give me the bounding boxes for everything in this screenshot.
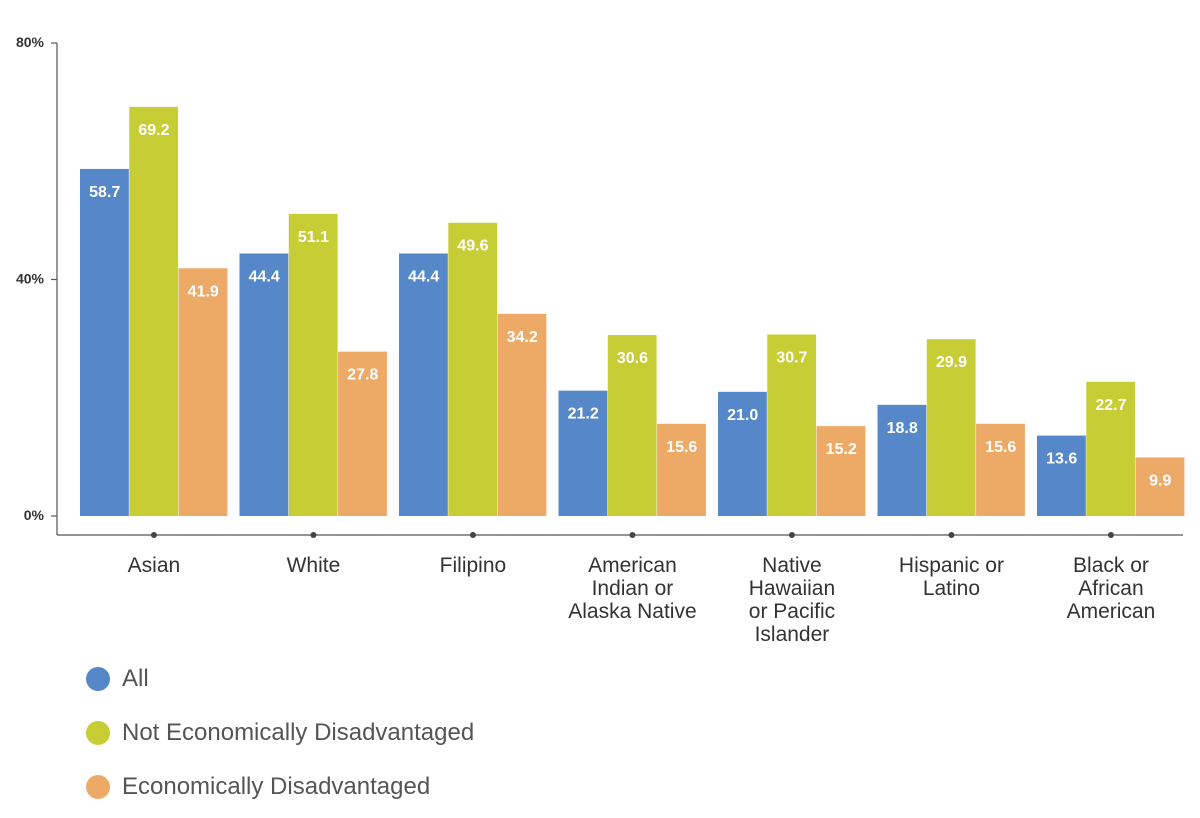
- bar: [657, 423, 706, 516]
- bar: [926, 339, 976, 516]
- legend-item: All: [86, 652, 474, 706]
- x-tick-dot: [1107, 532, 1114, 538]
- bar: [607, 335, 657, 516]
- x-tick-label: Asian: [128, 554, 181, 577]
- y-tick-label: 40%: [16, 271, 45, 287]
- axes: 0% 40% 80%: [16, 34, 1183, 538]
- bar: [976, 423, 1025, 516]
- bar: [877, 404, 927, 516]
- x-tick-label: White: [287, 554, 341, 577]
- x-tick-dot: [788, 532, 795, 538]
- data-label: 51.1: [298, 229, 329, 246]
- x-tick-label: Hispanic or Latino: [899, 554, 1004, 600]
- data-label: 44.4: [249, 268, 280, 285]
- data-label: 15.6: [985, 439, 1016, 456]
- legend-item: Not Economically Disadvantaged: [86, 706, 474, 760]
- data-label: 27.8: [347, 367, 378, 384]
- data-label: 18.8: [887, 420, 918, 437]
- data-label: 41.9: [188, 283, 219, 300]
- legend-label: Not Economically Disadvantaged: [122, 719, 475, 746]
- x-tick-label: Black or African American: [1067, 554, 1156, 623]
- data-label: 44.4: [408, 268, 439, 285]
- data-label: 22.7: [1095, 397, 1126, 414]
- x-tick-dot: [469, 532, 476, 538]
- x-axis-labels: Asian White Filipino American Indian or Alask…: [128, 554, 1156, 646]
- bar: [448, 222, 498, 517]
- x-tick-dot: [310, 532, 317, 538]
- legend-label: All: [122, 665, 149, 692]
- data-label: 21.2: [568, 406, 599, 423]
- data-label: 49.6: [457, 238, 488, 255]
- data-label: 34.2: [507, 329, 538, 346]
- data-label: 9.9: [1149, 472, 1171, 489]
- x-tick-label: American Indian or Alaska Native: [568, 554, 696, 623]
- bar: [558, 390, 608, 516]
- bar: [129, 106, 179, 516]
- bar: [767, 334, 817, 516]
- legend-swatch: [86, 721, 110, 745]
- bar: [178, 268, 228, 516]
- legend-swatch: [86, 775, 110, 799]
- bar: [497, 313, 547, 516]
- data-label: 13.6: [1046, 451, 1077, 468]
- bar: [816, 426, 866, 516]
- x-tick-dot: [629, 532, 636, 538]
- data-label: 58.7: [89, 184, 120, 201]
- bar: [1135, 457, 1185, 516]
- data-label: 15.2: [826, 441, 857, 458]
- bar: [718, 391, 767, 516]
- y-tick-label: 80%: [16, 34, 45, 50]
- legend-label: Economically Disadvantaged: [122, 773, 431, 800]
- bar: [80, 168, 129, 516]
- bar: [239, 253, 289, 517]
- bar: [1086, 381, 1136, 516]
- x-tick-dot: [948, 532, 955, 538]
- x-tick-dot: [150, 532, 157, 538]
- x-tick-label: Filipino: [440, 554, 507, 577]
- data-label: 21.0: [727, 407, 758, 424]
- x-tick-label: Native Hawaiian or Pacific Islander: [749, 554, 835, 646]
- data-label: 30.6: [617, 350, 648, 367]
- bar: [288, 213, 338, 516]
- bar: [338, 351, 387, 516]
- y-tick-label: 0%: [24, 507, 45, 523]
- bars: [80, 106, 1185, 517]
- data-label: 69.2: [138, 122, 169, 139]
- bar: [399, 253, 448, 517]
- data-label: 30.7: [776, 349, 807, 366]
- legend-item: Economically Disadvantaged: [86, 760, 474, 814]
- bar: [1037, 435, 1086, 516]
- data-label: 15.6: [666, 439, 697, 456]
- legend-swatch: [86, 667, 110, 691]
- legend: All Not Economically Disadvantaged Economi…: [86, 652, 474, 814]
- data-label: 29.9: [936, 354, 967, 371]
- value-labels: 58.7 69.2 41.9 44.4 51.1 27.8 44.4 49.6 34.2 21.2…: [89, 122, 1171, 490]
